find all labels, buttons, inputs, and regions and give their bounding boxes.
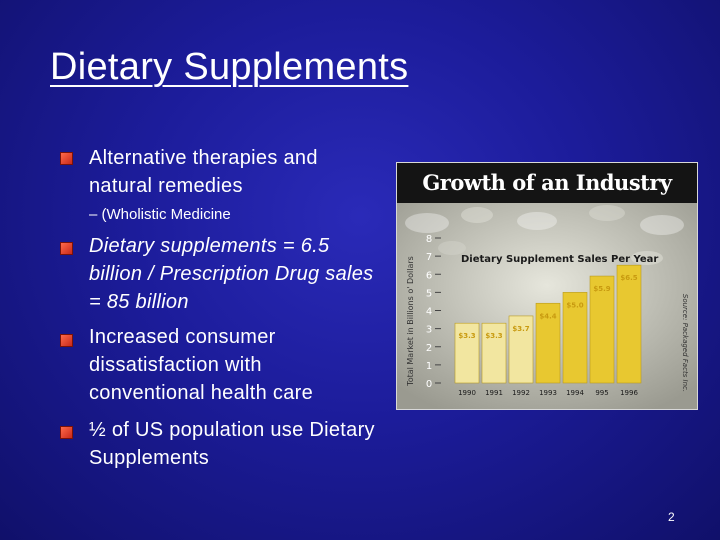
bullet-text: ½ of US population use Dietary Supplemen… xyxy=(89,419,375,469)
bar-1994 xyxy=(562,292,588,384)
bullet-marker-icon xyxy=(60,334,73,347)
bar-data-label: $6.5 xyxy=(620,274,637,282)
y-tick-label: 4 xyxy=(426,307,432,318)
page-number: 2 xyxy=(668,510,675,524)
bar-1996 xyxy=(616,264,642,384)
y-tick-label: 0 xyxy=(426,379,432,390)
bullet-marker-icon xyxy=(60,152,73,165)
bar-1993 xyxy=(535,302,561,384)
y-tick-label: 1 xyxy=(426,361,432,372)
chart-image: Growth of an Industry 0 1 2 3 4 5 6 7 8 $3.3 1990… xyxy=(396,162,698,410)
y-tick-label: 7 xyxy=(426,252,432,263)
bullet-marker-icon xyxy=(60,426,73,439)
bar-data-label: $4.4 xyxy=(539,312,556,320)
bar-data-label: $5.0 xyxy=(566,301,583,309)
y-axis-label: Total Market in Billions o' Dollars xyxy=(406,256,415,387)
bar-data-label: $3.7 xyxy=(512,325,529,333)
slide-title: Dietary Supplements xyxy=(50,46,409,88)
bullet-text: Increased consumer dissatisfaction with … xyxy=(89,326,314,404)
chart-title: Dietary Supplement Sales Per Year xyxy=(461,254,658,265)
x-tick-label: 1990 xyxy=(458,389,476,397)
bar-data-label: $3.3 xyxy=(458,332,475,340)
x-tick-label: 1992 xyxy=(512,389,530,397)
x-tick-label: 1996 xyxy=(620,389,638,397)
sub-bullet-text: – (Wholistic Medicine xyxy=(89,206,231,223)
bullet-marker-icon xyxy=(60,242,73,255)
bar-1992 xyxy=(508,315,534,384)
pills-decoration xyxy=(405,205,684,265)
y-tick-label: 8 xyxy=(426,234,432,245)
bullet-text: Dietary supplements = 6.5 billion / Pres… xyxy=(89,235,374,313)
bar-995 xyxy=(589,275,615,384)
y-tick-label: 5 xyxy=(426,288,432,299)
chart-header: Growth of an Industry xyxy=(397,163,697,203)
x-tick-label: 995 xyxy=(595,389,608,397)
chart-source: Source: Packaged Facts Inc. xyxy=(681,294,689,392)
y-tick-label: 2 xyxy=(426,343,432,354)
bullet-text: Alternative therapies and natural remedi… xyxy=(89,147,318,197)
y-tick-label: 3 xyxy=(426,325,432,336)
bar-chart: 0 1 2 3 4 5 6 7 8 $3.3 1990 $3.3 1991 $3.7 1992 $4.4 19… xyxy=(397,203,697,409)
bar-data-label: $5.9 xyxy=(593,285,610,293)
bar-1990 xyxy=(454,322,480,384)
x-tick-label: 1993 xyxy=(539,389,557,397)
bar-1991 xyxy=(481,322,507,384)
bar-data-label: $3.3 xyxy=(485,332,502,340)
y-tick-label: 6 xyxy=(426,270,432,281)
x-tick-label: 1991 xyxy=(485,389,503,397)
x-tick-label: 1994 xyxy=(566,389,584,397)
